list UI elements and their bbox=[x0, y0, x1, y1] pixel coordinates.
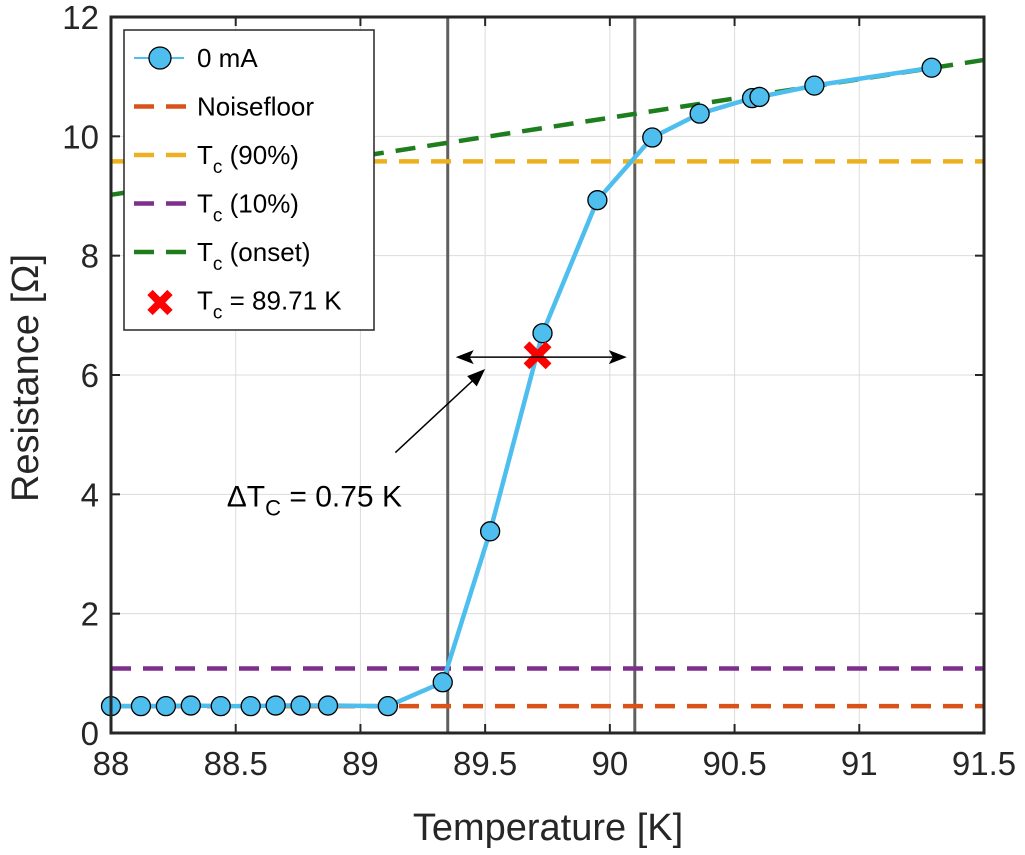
axes: 88 88.5 89 89.5 90 90.5 91 91.5 0 2 4 6 8 10 12 bbox=[62, 0, 1016, 782]
delta-arrow-head-left bbox=[455, 350, 474, 365]
data-point bbox=[210, 696, 231, 717]
x-tick-label: 88 bbox=[93, 745, 130, 782]
vertical-lines bbox=[446, 17, 637, 733]
data-point bbox=[317, 695, 339, 716]
pointer-arrow-shaft bbox=[394, 376, 477, 454]
data-point bbox=[290, 695, 311, 716]
legend-label: Tc = 89.71 K bbox=[197, 286, 342, 324]
y-tick-label: 2 bbox=[81, 596, 99, 633]
annotation: ΔTC = 0.75 K bbox=[227, 350, 627, 520]
y-tick-label: 12 bbox=[62, 0, 99, 36]
y-tick-label: 0 bbox=[81, 715, 99, 752]
legend-entry: 0 mA bbox=[134, 43, 258, 73]
data-point bbox=[155, 696, 177, 717]
x-tick-label: 90 bbox=[591, 745, 628, 782]
legend-tc-marker-stroke bbox=[147, 289, 173, 316]
legend-label: Tc (onset) bbox=[197, 237, 311, 275]
legend-marker-0ma bbox=[148, 46, 172, 70]
data-point bbox=[240, 696, 261, 717]
data-point bbox=[377, 696, 399, 717]
legend-tc-marker bbox=[147, 289, 173, 316]
legend-label: Tc (90%) bbox=[197, 140, 299, 178]
legend-label: Tc (10%) bbox=[197, 189, 299, 227]
data-point bbox=[180, 695, 201, 716]
legend-entry: Tc (90%) bbox=[134, 140, 299, 178]
x-tick-label: 91.5 bbox=[952, 745, 1016, 782]
y-axis-title: Resistance [Ω] bbox=[5, 254, 47, 502]
y-tick-label: 4 bbox=[81, 476, 99, 513]
data-point bbox=[921, 57, 942, 78]
data-point bbox=[804, 75, 825, 96]
data-point bbox=[642, 127, 663, 148]
pointer-arrow-head bbox=[467, 369, 486, 387]
x-tick-label: 90.5 bbox=[702, 745, 766, 782]
data-point bbox=[130, 696, 152, 717]
legend-entry: Tc = 89.71 K bbox=[147, 286, 342, 324]
legend: 0 mA Noisefloor Tc (90%) Tc (10%) Tc (onset)… bbox=[123, 29, 375, 331]
x-tick-label: 88.5 bbox=[204, 745, 268, 782]
data-point bbox=[749, 86, 770, 108]
y-tick-label: 8 bbox=[81, 238, 99, 275]
legend-entry: Tc (onset) bbox=[134, 237, 311, 275]
x-axis-title: Temperature [K] bbox=[413, 807, 683, 849]
x-tick-label: 91 bbox=[841, 745, 878, 782]
legend-box bbox=[123, 29, 375, 331]
data-point bbox=[432, 672, 453, 693]
data-point bbox=[587, 190, 608, 211]
x-tick-label: 89 bbox=[342, 745, 379, 782]
legend-entry: Tc (10%) bbox=[134, 189, 299, 227]
plot-frame bbox=[109, 15, 986, 735]
legend-entry: Noisefloor bbox=[134, 92, 314, 122]
x-tick-label: 89.5 bbox=[453, 745, 517, 782]
legend-label: 0 mA bbox=[197, 43, 258, 73]
data-point bbox=[689, 103, 710, 124]
data-point bbox=[479, 521, 501, 542]
delta-tc-label: ΔTC = 0.75 K bbox=[227, 480, 402, 520]
delta-arrow-head-right bbox=[608, 350, 627, 365]
y-tick-label: 10 bbox=[62, 118, 99, 155]
legend-label: Noisefloor bbox=[197, 92, 314, 122]
grid bbox=[110, 16, 985, 734]
data-point bbox=[265, 695, 286, 716]
y-tick-label: 6 bbox=[81, 357, 99, 394]
data-point bbox=[532, 323, 553, 344]
tc-marker bbox=[523, 341, 552, 370]
tc-marker-stroke bbox=[523, 341, 552, 370]
